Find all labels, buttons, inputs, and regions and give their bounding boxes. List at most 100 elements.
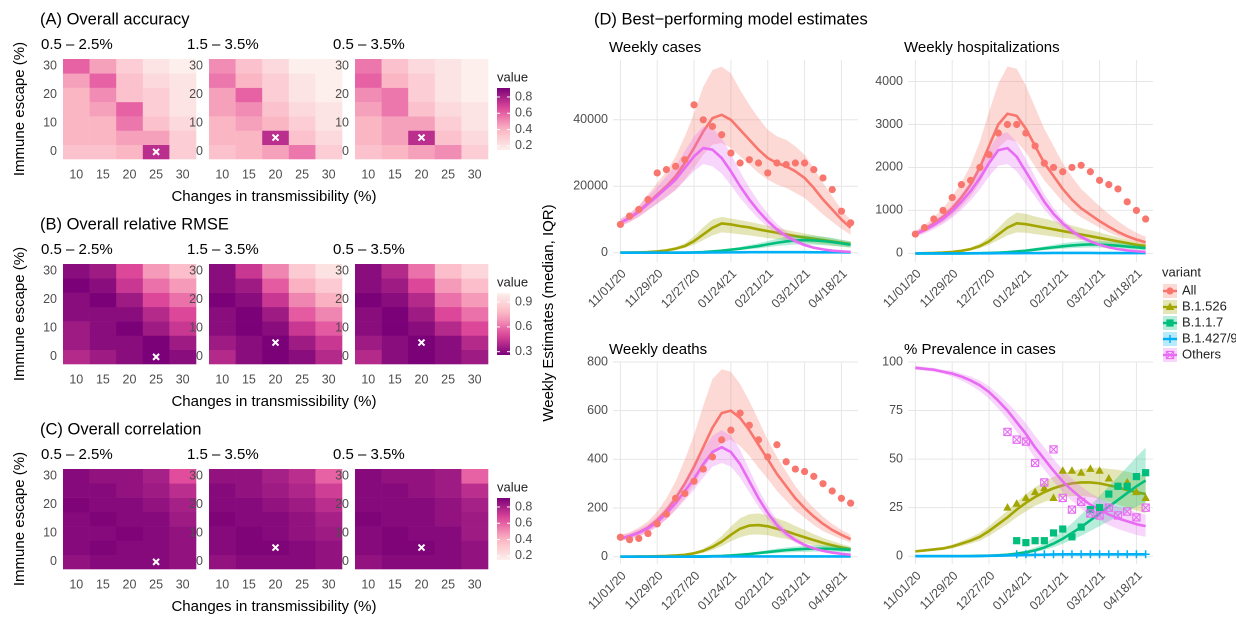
point xyxy=(1021,437,1031,446)
heat-cell xyxy=(89,101,117,117)
facet-title: Weekly cases xyxy=(609,39,701,56)
x-tick-label: 04/18/21 xyxy=(1101,569,1145,613)
heat-cell xyxy=(63,264,90,279)
heat-cell xyxy=(142,497,170,513)
heat-cell xyxy=(116,540,144,556)
heat-cell xyxy=(235,101,263,117)
heat-cell xyxy=(169,469,197,484)
heat-cell xyxy=(315,511,343,527)
x-tick-label: 02/21/21 xyxy=(732,267,776,311)
iqr-band xyxy=(915,467,1146,553)
heat-cell xyxy=(142,73,170,88)
heat-cell xyxy=(315,349,343,365)
heat-cell xyxy=(235,144,263,160)
x-tick-label: 11/01/20 xyxy=(585,569,629,613)
median-line xyxy=(915,366,1146,528)
point xyxy=(847,219,855,227)
heat-cell xyxy=(63,554,90,570)
point xyxy=(976,163,984,172)
heat-cell xyxy=(63,349,90,365)
heat-cell xyxy=(381,554,409,570)
heat-cell xyxy=(434,144,462,160)
heat-cell xyxy=(461,130,489,146)
point xyxy=(1095,176,1104,184)
heat-cell xyxy=(142,483,170,498)
point xyxy=(948,193,956,202)
heat-cell xyxy=(235,321,263,336)
heat-cell xyxy=(434,101,462,117)
heat-cell xyxy=(63,130,90,146)
heat-cell xyxy=(288,144,316,160)
point xyxy=(736,409,744,417)
y-tick-label: 30 xyxy=(43,468,57,482)
heat-cell xyxy=(408,349,436,365)
point xyxy=(1031,142,1039,150)
x-tick-label: 11/29/20 xyxy=(917,569,961,613)
heat-cell xyxy=(381,292,409,308)
heat-cell xyxy=(89,278,117,293)
point xyxy=(1058,550,1067,559)
heat-cell xyxy=(209,306,236,322)
y-tick-label: 0 xyxy=(196,554,203,568)
y-tick-label: 30 xyxy=(335,468,349,482)
heat-cell xyxy=(142,59,170,74)
heat-cell xyxy=(89,526,117,541)
best-marker xyxy=(417,338,426,347)
x-tick-label: 02/21/21 xyxy=(1027,569,1071,613)
heat-cell xyxy=(355,264,382,279)
point xyxy=(699,465,707,473)
median-line xyxy=(915,222,1146,255)
x-tick-label: 25 xyxy=(149,577,163,591)
heat-cell xyxy=(116,264,144,279)
x-tick-label: 12/27/20 xyxy=(658,267,702,311)
heat-cell xyxy=(142,511,170,527)
x-tick-label: 03/21/21 xyxy=(769,267,813,311)
legend-label: All xyxy=(1182,282,1197,297)
panel-title: (D) Best−performing model estimates xyxy=(594,10,868,28)
point xyxy=(727,149,735,157)
heat-cell xyxy=(116,335,144,351)
point xyxy=(1077,497,1086,506)
heat-cell xyxy=(408,483,436,498)
x-tick-label: 30 xyxy=(322,372,336,386)
y-tick-label: 10 xyxy=(43,116,57,130)
heat-cell xyxy=(142,278,170,293)
heat-cell xyxy=(116,349,144,365)
heat-cell xyxy=(461,116,489,131)
facet-title: Weekly hospitalizations xyxy=(904,39,1060,56)
median-line xyxy=(914,146,1146,254)
point xyxy=(1003,427,1012,437)
heat-cell xyxy=(408,59,436,74)
heat-cell xyxy=(63,469,90,484)
point xyxy=(736,159,744,167)
heat-cell xyxy=(169,554,197,570)
y-tick-label: 0 xyxy=(896,549,903,563)
point xyxy=(1012,550,1021,559)
y-axis-title: Weekly Estimates (median, IQR) xyxy=(540,204,557,421)
heat-cell xyxy=(235,278,263,293)
y-tick-label: 0 xyxy=(601,549,608,563)
heat-cell xyxy=(89,554,117,570)
point xyxy=(1141,493,1150,501)
median-line xyxy=(619,146,851,254)
x-tick-label: 15 xyxy=(242,167,256,181)
heat-cell xyxy=(235,292,263,308)
point xyxy=(653,520,661,528)
heat-cell xyxy=(461,511,489,527)
y-tick-label: 20 xyxy=(43,292,57,306)
heat-cell xyxy=(288,483,316,498)
point xyxy=(699,116,707,124)
x-tick-label: 04/18/21 xyxy=(1101,267,1145,311)
heat-cell xyxy=(434,483,462,498)
heat-cell xyxy=(288,306,316,322)
heat-cell xyxy=(89,264,117,279)
x-tick-label: 30 xyxy=(468,577,482,591)
y-tick-label: 20 xyxy=(335,497,349,511)
heat-cell xyxy=(434,116,462,131)
x-tick-label: 30 xyxy=(322,167,336,181)
heat-cell xyxy=(63,483,90,498)
iqr-band xyxy=(620,513,851,557)
point xyxy=(1067,466,1077,474)
x-tick-label: 01/24/21 xyxy=(990,267,1034,311)
heat-cell xyxy=(381,144,409,160)
